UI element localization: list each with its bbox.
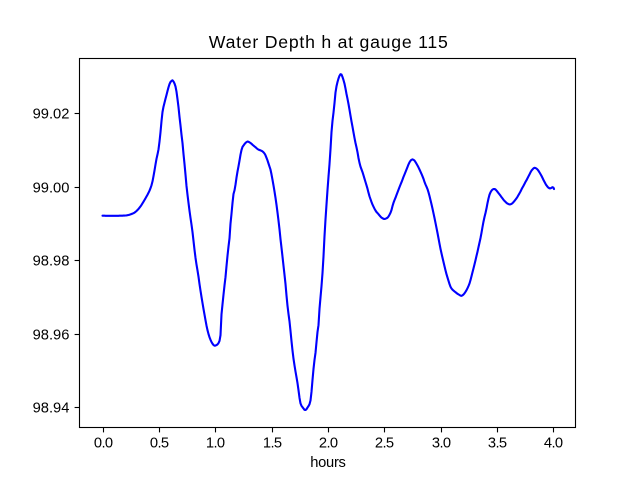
svg-text:1.5: 1.5 [263, 436, 282, 452]
svg-text:0.5: 0.5 [150, 436, 169, 452]
svg-text:2.0: 2.0 [319, 436, 338, 452]
svg-text:2.5: 2.5 [375, 436, 394, 452]
svg-text:98.96: 98.96 [33, 328, 70, 344]
svg-text:Water Depth h at gauge 115: Water Depth h at gauge 115 [209, 32, 448, 52]
svg-text:99.00: 99.00 [33, 181, 70, 197]
svg-text:4.0: 4.0 [544, 436, 563, 452]
svg-text:1.0: 1.0 [206, 436, 225, 452]
svg-text:hours: hours [310, 455, 346, 471]
svg-text:98.94: 98.94 [33, 401, 70, 417]
svg-text:3.0: 3.0 [432, 436, 451, 452]
svg-text:0.0: 0.0 [94, 436, 113, 452]
svg-text:99.02: 99.02 [33, 107, 70, 123]
svg-text:3.5: 3.5 [488, 436, 507, 452]
svg-text:98.98: 98.98 [33, 254, 70, 270]
